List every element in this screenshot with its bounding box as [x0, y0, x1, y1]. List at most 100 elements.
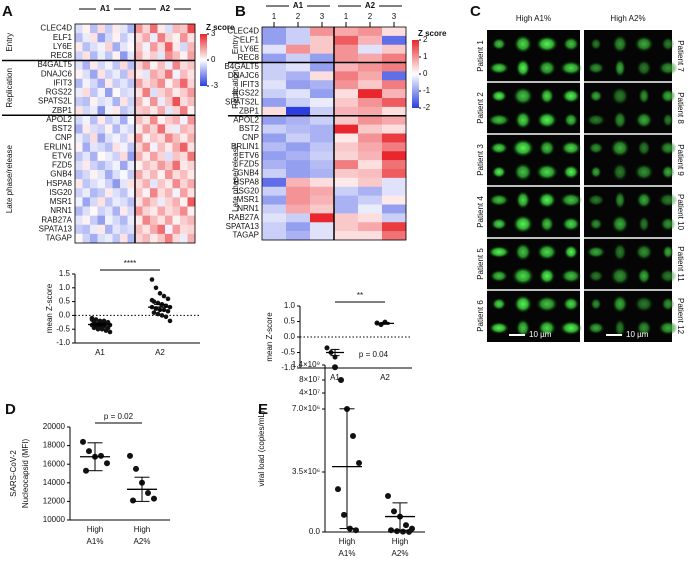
data-point: [157, 291, 163, 296]
cell-image: [514, 35, 532, 53]
heatmap-cell: [187, 233, 196, 244]
heatmap-cell: [90, 106, 98, 116]
heatmap-cell: [97, 115, 106, 125]
cell-image: [490, 142, 508, 154]
heatmap-cell: [382, 89, 407, 99]
cell-image: [587, 322, 605, 334]
row-label: REC8: [238, 53, 260, 62]
heatmap-cell: [165, 206, 173, 216]
heatmap-cell: [334, 133, 359, 143]
y-tick-label: -1.0: [281, 363, 295, 372]
cell-image: [612, 35, 628, 53]
heatmap-cell: [286, 71, 311, 81]
heatmap-cell: [112, 124, 121, 134]
heatmap-cell: [142, 233, 151, 244]
heatmap-cell: [172, 188, 181, 198]
row-label: ZBP1: [52, 106, 73, 115]
data-point: [83, 467, 89, 474]
heatmap-cell: [142, 197, 151, 207]
heatmap-cell: [262, 71, 287, 81]
heatmap-cell: [75, 151, 83, 162]
data-point: [155, 311, 161, 317]
y-tick-label: 20000: [43, 422, 66, 431]
heatmap-cell: [358, 53, 383, 63]
colorbar-tick-label: 3: [211, 29, 216, 38]
heatmap-cell: [157, 87, 166, 98]
heatmap-cell: [142, 224, 151, 235]
heatmap-cell: [105, 115, 113, 125]
colorbar-tick-label: -1: [423, 86, 431, 95]
row-label: MSR1: [237, 195, 260, 204]
heatmap-cell: [358, 62, 383, 72]
heatmap-cell: [187, 106, 196, 116]
heatmap-cell: [127, 97, 136, 107]
heatmap-cell: [187, 206, 196, 216]
row-label: RGS22: [233, 89, 260, 98]
heatmap-cell: [75, 24, 83, 34]
row-label: HSPA8: [46, 179, 72, 188]
column-label: 1: [272, 12, 277, 21]
heatmap-cell: [135, 115, 143, 125]
cell-image: [563, 37, 579, 51]
heatmap-cell: [334, 106, 359, 117]
heatmap-cell: [112, 160, 121, 171]
heatmap-cell: [97, 215, 106, 226]
heatmap-cell: [358, 222, 383, 232]
heatmap-cell: [90, 197, 98, 207]
heatmap-cell: [90, 124, 98, 134]
colorbar-tick-label: 2: [423, 35, 428, 44]
heatmap-cell: [157, 97, 166, 107]
heatmap-cell: [180, 51, 188, 61]
heatmap-cell: [97, 78, 106, 89]
row-label: Patient 1: [476, 40, 485, 72]
heatmap-cell: [165, 179, 173, 189]
heatmap-cell: [127, 224, 136, 235]
data-point: [149, 277, 155, 282]
heatmap-cell: [135, 24, 143, 34]
heatmap-cell: [180, 133, 188, 143]
heatmap-cell: [165, 78, 173, 89]
panel-letter: A: [2, 3, 13, 20]
data-point: [400, 528, 406, 535]
x-tick-label: A1%: [87, 537, 104, 546]
heatmap-cell: [157, 179, 166, 189]
heatmap-cell: [262, 89, 287, 99]
heatmap-cell: [358, 204, 383, 214]
heatmap-cell: [105, 87, 113, 98]
data-point: [161, 293, 167, 299]
heatmap-cell: [82, 115, 91, 125]
heatmap-cell: [180, 87, 188, 98]
y-tick-label: 0.5: [284, 317, 296, 326]
row-label: ISG20: [49, 188, 72, 197]
heatmap-cell: [172, 42, 181, 52]
heatmap-cell: [120, 78, 128, 89]
heatmap-cell: [120, 69, 128, 80]
heatmap-cell: [150, 42, 158, 52]
heatmap-cell: [172, 78, 181, 89]
y-axis-label: SARS-CoV-2: [9, 450, 18, 497]
heatmap-cell: [310, 231, 335, 241]
heatmap-cell: [310, 89, 335, 99]
heatmap-cell: [75, 133, 83, 143]
heatmap-cell: [180, 124, 188, 134]
heatmap-cell: [310, 71, 335, 81]
heatmap-cell: [262, 35, 287, 46]
heatmap-cell: [82, 233, 91, 244]
heatmap-cell: [172, 224, 181, 235]
column-label: 3: [392, 12, 397, 21]
heatmap-cell: [157, 160, 166, 171]
heatmap-cell: [82, 60, 91, 70]
heatmap-cell: [157, 142, 166, 153]
heatmap-cell: [180, 78, 188, 89]
heatmap-cell: [97, 33, 106, 43]
heatmap-cell: [142, 42, 151, 52]
heatmap-cell: [382, 142, 407, 152]
heatmap-cell: [310, 169, 335, 179]
heatmap-cell: [358, 124, 383, 134]
heatmap-cell: [286, 27, 311, 37]
heatmap-cell: [82, 224, 91, 235]
cell-image: [637, 268, 651, 284]
heatmap-cell: [310, 80, 335, 90]
heatmap-cell: [112, 24, 121, 34]
heatmap-cell: [142, 188, 151, 198]
